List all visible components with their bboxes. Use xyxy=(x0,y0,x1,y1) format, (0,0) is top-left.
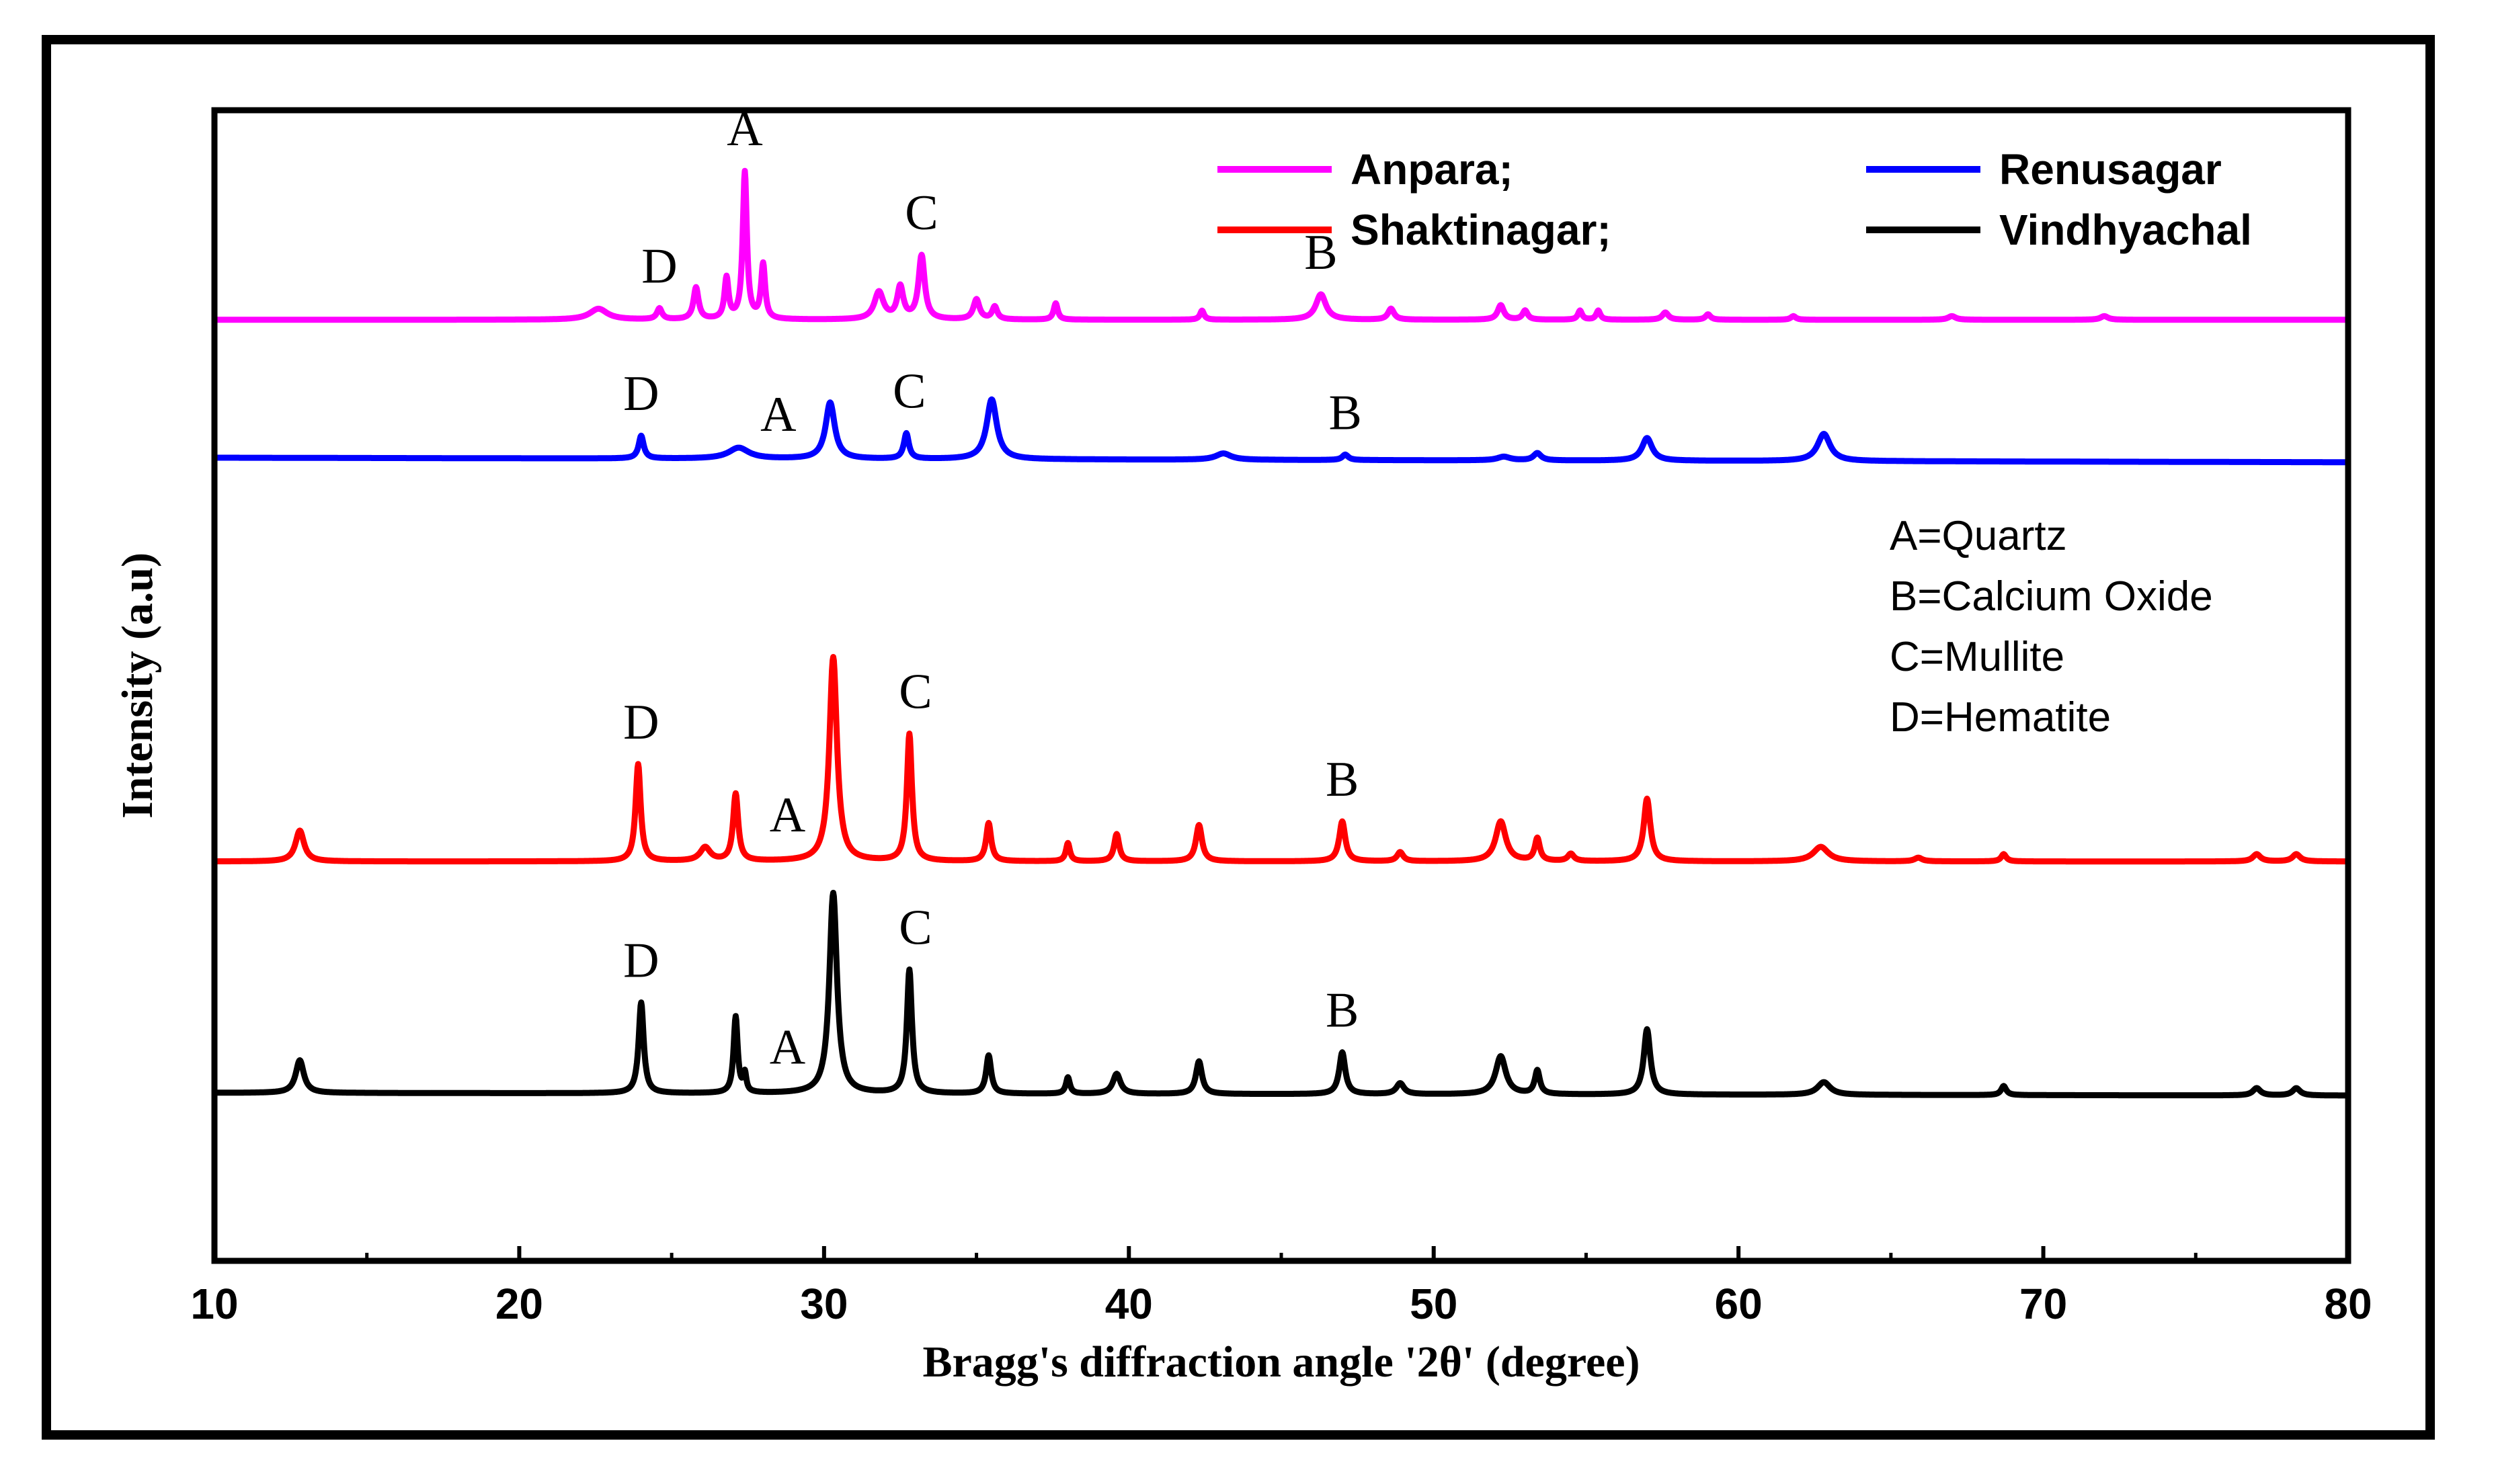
peak-label-a: A xyxy=(770,1020,805,1075)
legend-label-renusagar: Renusagar xyxy=(1999,145,2222,194)
peak-labels: A D C B D A C B A C D B A C D B xyxy=(623,101,1362,1075)
peak-label-c: C xyxy=(899,664,932,719)
peak-label-d: D xyxy=(623,366,659,421)
peak-label-d: D xyxy=(623,934,659,989)
x-tick-label: 80 xyxy=(2324,1280,2372,1328)
phase-key-item: A=Quartz xyxy=(1890,513,2067,559)
peak-label-b: B xyxy=(1326,983,1359,1038)
x-tick-label: 30 xyxy=(800,1280,848,1328)
x-axis-title: Bragg's diffraction angle '2θ' (degree) xyxy=(922,1337,1640,1387)
phase-key: A=Quartz B=Calcium Oxide C=Mullite D=Hemati… xyxy=(1890,513,2213,741)
phase-key-item: B=Calcium Oxide xyxy=(1890,573,2213,620)
x-tick-label: 10 xyxy=(190,1280,238,1328)
x-tick-label: 70 xyxy=(2019,1280,2067,1328)
peak-label-c: C xyxy=(899,900,932,955)
x-tick-label: 50 xyxy=(1410,1280,1457,1328)
peak-label-a: A xyxy=(760,387,796,442)
peak-label-a: A xyxy=(727,101,762,157)
series-line-shaktinagar xyxy=(212,654,2351,865)
peak-label-c: C xyxy=(893,364,926,419)
x-tick-label: 40 xyxy=(1105,1280,1153,1328)
phase-key-item: D=Hematite xyxy=(1890,694,2111,741)
phase-key-item: C=Mullite xyxy=(1890,634,2064,680)
peak-label-d: D xyxy=(641,239,677,294)
x-tick-label: 20 xyxy=(495,1280,543,1328)
series-layer xyxy=(212,167,2351,1099)
peak-label-b: B xyxy=(1326,752,1359,807)
x-axis: 10 20 30 40 50 60 70 80 xyxy=(190,1246,2372,1328)
peak-label-d: D xyxy=(623,695,659,750)
x-tick-label: 60 xyxy=(1715,1280,1763,1328)
plot-area xyxy=(211,107,2351,1264)
series-line-renusagar xyxy=(212,396,2351,466)
peak-label-b: B xyxy=(1304,225,1337,280)
peak-label-b: B xyxy=(1329,385,1362,440)
legend-label-shaktinagar: Shaktinagar; xyxy=(1351,206,1611,254)
series-line-vindhyachal xyxy=(212,889,2351,1099)
legend: Anpara; Renusagar Shaktinagar; Vindhyachal xyxy=(1217,145,2252,254)
legend-label-anpara: Anpara; xyxy=(1351,145,1513,194)
peak-label-c: C xyxy=(905,186,938,241)
y-axis-title: Intensity (a.u) xyxy=(113,552,162,819)
peak-label-a: A xyxy=(770,788,805,843)
legend-label-vindhyachal: Vindhyachal xyxy=(1999,206,2252,254)
figure-frame: 10 20 30 40 50 60 70 80 A D C B D A C B A C D B A C D B Anpara… xyxy=(42,35,2435,1440)
series-line-anpara xyxy=(212,167,2351,323)
xrd-chart: 10 20 30 40 50 60 70 80 A D C B D A C B A C D B A C D B Anpara… xyxy=(113,101,2372,1387)
